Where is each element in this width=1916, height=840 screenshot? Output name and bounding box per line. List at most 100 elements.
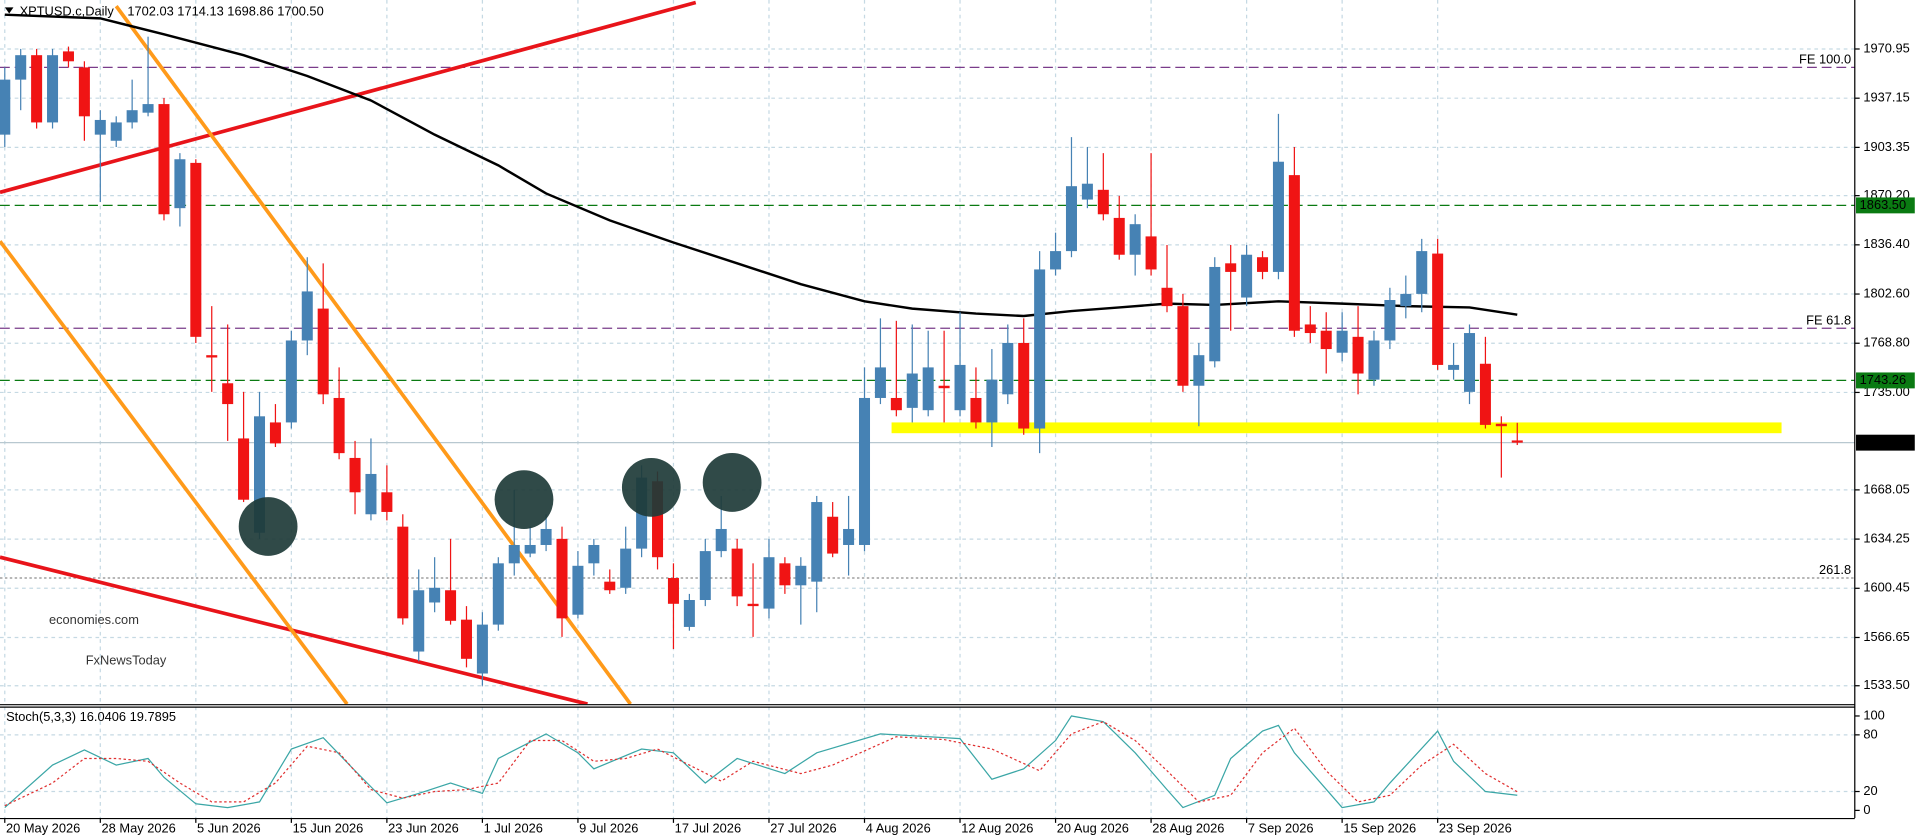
price-box bbox=[1856, 197, 1915, 214]
candle-body bbox=[540, 528, 552, 545]
candle-body bbox=[795, 565, 807, 586]
candle-body bbox=[1081, 183, 1093, 200]
trendline bbox=[0, 240, 349, 705]
price-box-label: 1743.26 bbox=[1860, 372, 1906, 387]
x-tick-label: 23 Sep 2026 bbox=[1439, 820, 1512, 835]
candle-body bbox=[1463, 333, 1476, 392]
candle-body bbox=[938, 385, 950, 389]
candle-body bbox=[1448, 364, 1460, 370]
candle-body bbox=[1368, 340, 1380, 380]
annotation-circle bbox=[494, 470, 554, 529]
stoch-label: Stoch(5,3,3) 16.0406 19.7895 bbox=[6, 709, 176, 724]
candle-body bbox=[667, 578, 679, 604]
watermark: economies.com bbox=[49, 612, 139, 627]
x-tick-label: 17 Jul 2026 bbox=[675, 820, 741, 835]
candle-body bbox=[954, 364, 966, 411]
candle-body bbox=[731, 548, 743, 597]
stoch-tick-label: 20 bbox=[1863, 783, 1877, 798]
candle-body bbox=[238, 438, 250, 500]
candle-body bbox=[1272, 161, 1284, 272]
candle-body bbox=[699, 551, 711, 601]
candle-body bbox=[0, 79, 11, 135]
candle-body bbox=[1145, 236, 1157, 270]
candle-body bbox=[94, 119, 106, 135]
candle-body bbox=[62, 51, 74, 62]
stoch-plot bbox=[0, 706, 1855, 818]
candle-body bbox=[1432, 253, 1444, 365]
candle-body bbox=[1018, 342, 1030, 429]
annotation-circle bbox=[621, 457, 681, 517]
y-tick-label: 1937.15 bbox=[1863, 90, 1909, 105]
candle-body bbox=[811, 502, 823, 582]
candle-body bbox=[142, 104, 154, 113]
y-tick-label: 1600.45 bbox=[1863, 580, 1909, 595]
candle-body bbox=[556, 538, 568, 619]
candle-body bbox=[476, 624, 488, 674]
level-label: FE 61.8 bbox=[1806, 312, 1851, 327]
ohlc-label: 1702.03 1714.13 1698.86 1700.50 bbox=[127, 4, 323, 19]
trendline bbox=[0, 0, 697, 195]
candle-body bbox=[1479, 363, 1491, 425]
candle-body bbox=[683, 600, 695, 627]
trendline bbox=[114, 5, 632, 705]
main-plot: economies.com FxNewsToday FE 100.0 FE 61.8 2… bbox=[0, 0, 1855, 705]
candle-body bbox=[524, 544, 536, 554]
price-box bbox=[1856, 372, 1915, 389]
candle-body bbox=[429, 587, 441, 603]
axes: 1970.951937.151903.351870.201836.401802.… bbox=[4, 40, 1915, 835]
candle-body bbox=[874, 367, 886, 398]
candle-body bbox=[365, 473, 377, 515]
candle-body bbox=[1209, 266, 1221, 362]
candle-body bbox=[1288, 175, 1300, 331]
candle-body bbox=[110, 122, 122, 141]
candle-body bbox=[1400, 293, 1412, 307]
y-tick-label: 1668.05 bbox=[1863, 481, 1909, 496]
candle-body bbox=[158, 104, 170, 215]
candle-body bbox=[572, 565, 584, 615]
candle-body bbox=[1352, 336, 1364, 374]
y-tick-label: 1768.80 bbox=[1863, 335, 1909, 350]
annotation-circles bbox=[238, 453, 762, 556]
candle-body bbox=[1193, 355, 1205, 386]
candle-body bbox=[1002, 342, 1014, 395]
price-box-label: 1700.50 bbox=[1860, 434, 1906, 449]
candle-body bbox=[843, 528, 855, 545]
y-tick-label: 1533.50 bbox=[1863, 677, 1909, 692]
candle-body bbox=[206, 355, 218, 358]
candle-body bbox=[174, 159, 186, 209]
stoch-k bbox=[4, 715, 1518, 809]
y-tick-label: 1836.40 bbox=[1863, 236, 1909, 251]
moving-average bbox=[4, 13, 1518, 318]
annotation-circle bbox=[238, 497, 298, 556]
x-tick-label: 20 Aug 2026 bbox=[1057, 820, 1129, 835]
price-box-label: 1863.50 bbox=[1860, 197, 1906, 212]
stoch-tick-label: 80 bbox=[1863, 726, 1877, 741]
candle-body bbox=[1050, 251, 1062, 270]
candle-body bbox=[15, 55, 27, 80]
x-tick-label: 7 Sep 2026 bbox=[1248, 820, 1314, 835]
x-tick-label: 4 Aug 2026 bbox=[866, 820, 931, 835]
highlight-zone bbox=[891, 422, 1782, 434]
candle-body bbox=[1129, 224, 1141, 255]
x-tick-label: 20 May 2026 bbox=[6, 820, 80, 835]
candle-body bbox=[1161, 287, 1173, 307]
candle-body bbox=[890, 397, 902, 411]
x-tick-label: 15 Sep 2026 bbox=[1343, 820, 1416, 835]
candle-body bbox=[31, 55, 43, 123]
candle-body bbox=[47, 55, 59, 123]
candle-body bbox=[222, 383, 234, 405]
x-tick-label: 15 Jun 2026 bbox=[293, 820, 364, 835]
candle-body bbox=[397, 526, 409, 619]
candle-body bbox=[285, 340, 297, 423]
x-tick-label: 9 Jul 2026 bbox=[579, 820, 638, 835]
candle-body bbox=[317, 308, 329, 395]
y-tick-label: 1802.60 bbox=[1863, 285, 1909, 300]
stoch-d bbox=[4, 720, 1518, 807]
x-tick-label: 27 Jul 2026 bbox=[770, 820, 836, 835]
candle-body bbox=[1336, 330, 1348, 353]
candle-body bbox=[1113, 217, 1125, 255]
candle-body bbox=[715, 528, 727, 552]
